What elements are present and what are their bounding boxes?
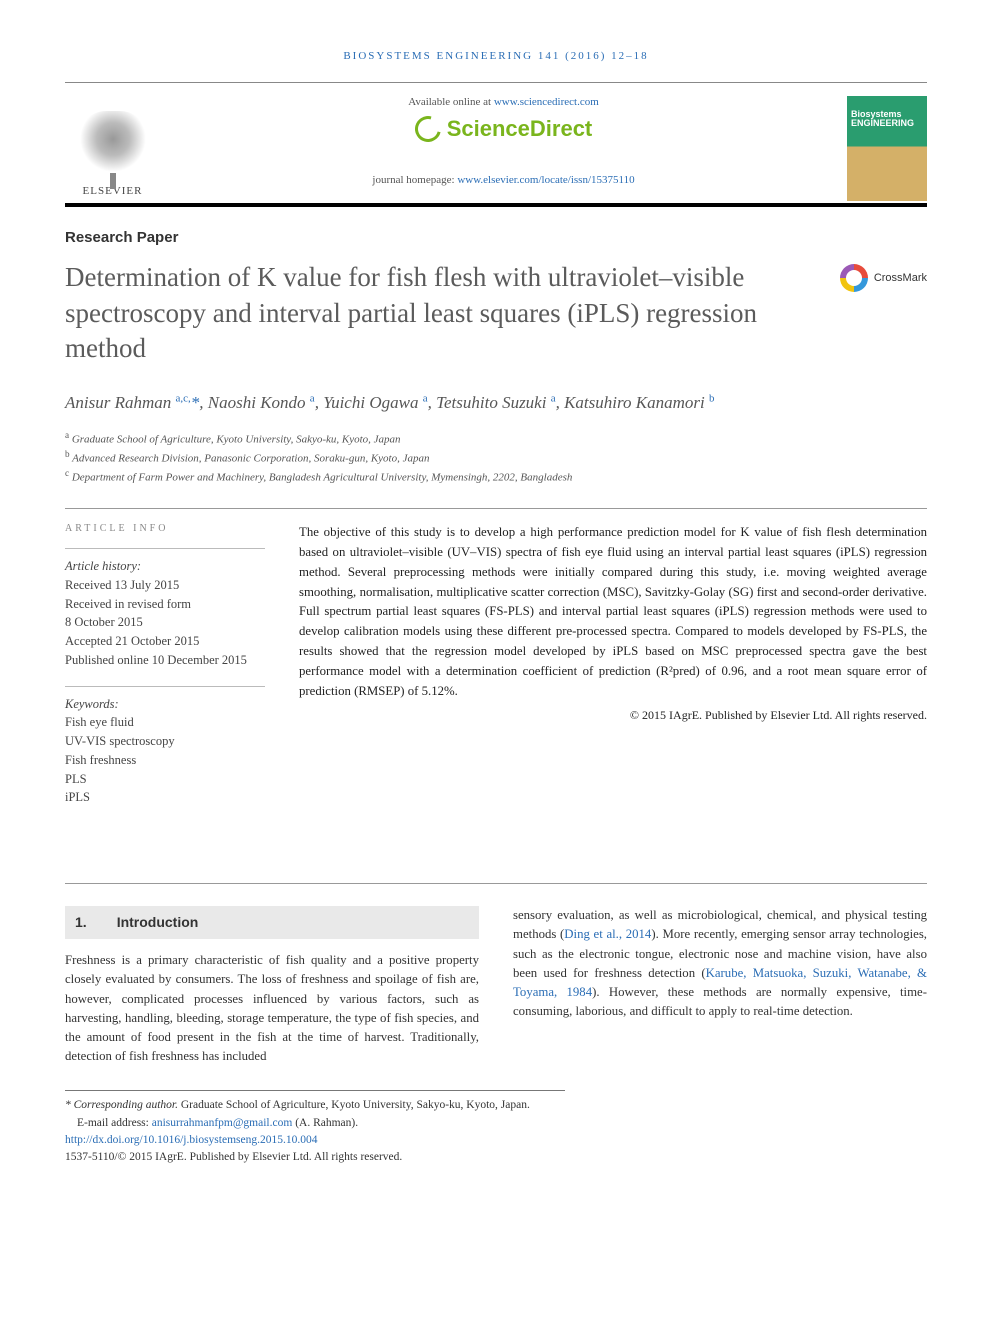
sciencedirect-logo[interactable]: ScienceDirect xyxy=(180,116,827,142)
sciencedirect-swoosh-icon xyxy=(410,111,446,147)
email-label: E-mail address: xyxy=(77,1117,152,1129)
history-label: Article history: xyxy=(65,557,265,576)
abstract-text: The objective of this study is to develo… xyxy=(299,523,927,701)
keyword: Fish freshness xyxy=(65,751,265,770)
intro-paragraph-col2: sensory evaluation, as well as microbiol… xyxy=(513,906,927,1021)
doi-link[interactable]: http://dx.doi.org/10.1016/j.biosystemsen… xyxy=(65,1134,317,1146)
homepage-url[interactable]: www.elsevier.com/locate/issn/15375110 xyxy=(457,174,634,186)
elsevier-tree-icon xyxy=(78,111,148,181)
footnotes: * Corresponding author. Graduate School … xyxy=(65,1090,565,1166)
available-online-line: Available online at www.sciencedirect.co… xyxy=(180,96,827,108)
affiliations: a Graduate School of Agriculture, Kyoto … xyxy=(65,429,927,486)
keyword: UV-VIS spectroscopy xyxy=(65,732,265,751)
copyright: © 2015 IAgrE. Published by Elsevier Ltd.… xyxy=(299,706,927,725)
paper-type: Research Paper xyxy=(65,229,927,246)
citation-link[interactable]: Ding et al., 2014 xyxy=(564,927,651,941)
authors: Anisur Rahman a,c,*, Naoshi Kondo a, Yui… xyxy=(65,391,927,415)
section-heading: 1. Introduction xyxy=(65,906,479,939)
journal-cover[interactable]: Biosystems ENGINEERING xyxy=(847,96,927,201)
homepage-label: journal homepage: xyxy=(372,174,457,186)
divider xyxy=(65,883,927,884)
sciencedirect-url[interactable]: www.sciencedirect.com xyxy=(494,96,599,108)
divider xyxy=(65,508,927,509)
history-line: Published online 10 December 2015 xyxy=(65,651,265,670)
crossmark-badge[interactable]: CrossMark xyxy=(840,264,927,292)
history-line: 8 October 2015 xyxy=(65,613,265,632)
intro-paragraph-col1: Freshness is a primary characteristic of… xyxy=(65,951,479,1066)
keyword: iPLS xyxy=(65,788,265,807)
article-history: Article history: Received 13 July 2015Re… xyxy=(65,548,265,670)
header-box: ELSEVIER Available online at www.science… xyxy=(65,82,927,207)
crossmark-icon xyxy=(840,264,868,292)
section-number: 1. xyxy=(75,912,87,933)
available-text: Available online at xyxy=(408,96,494,108)
history-line: Received in revised form xyxy=(65,595,265,614)
section-title: Introduction xyxy=(117,912,199,933)
email-author: (A. Rahman). xyxy=(292,1117,358,1129)
keywords-label: Keywords: xyxy=(65,695,265,714)
elsevier-logo[interactable]: ELSEVIER xyxy=(65,93,160,203)
article-info-head: ARTICLE INFO xyxy=(65,523,265,534)
corresponding-text: Graduate School of Agriculture, Kyoto Un… xyxy=(178,1099,530,1111)
journal-homepage-line: journal homepage: www.elsevier.com/locat… xyxy=(180,174,827,186)
affiliation-line: b Advanced Research Division, Panasonic … xyxy=(65,448,927,467)
history-line: Accepted 21 October 2015 xyxy=(65,632,265,651)
history-line: Received 13 July 2015 xyxy=(65,576,265,595)
journal-reference: BIOSYSTEMS ENGINEERING 141 (2016) 12–18 xyxy=(65,50,927,62)
cover-title: Biosystems ENGINEERING xyxy=(851,110,923,130)
keyword: Fish eye fluid xyxy=(65,713,265,732)
article-title: Determination of K value for fish flesh … xyxy=(65,260,820,367)
issn-copyright: 1537-5110/© 2015 IAgrE. Published by Els… xyxy=(65,1149,565,1166)
keywords-block: Keywords: Fish eye fluidUV-VIS spectrosc… xyxy=(65,686,265,808)
crossmark-label: CrossMark xyxy=(874,272,927,284)
affiliation-line: a Graduate School of Agriculture, Kyoto … xyxy=(65,429,927,448)
email-link[interactable]: anisurrahmanfpm@gmail.com xyxy=(152,1117,293,1129)
keyword: PLS xyxy=(65,770,265,789)
sciencedirect-text: ScienceDirect xyxy=(447,116,593,142)
affiliation-line: c Department of Farm Power and Machinery… xyxy=(65,467,927,486)
corresponding-label: * Corresponding author. xyxy=(65,1099,178,1111)
